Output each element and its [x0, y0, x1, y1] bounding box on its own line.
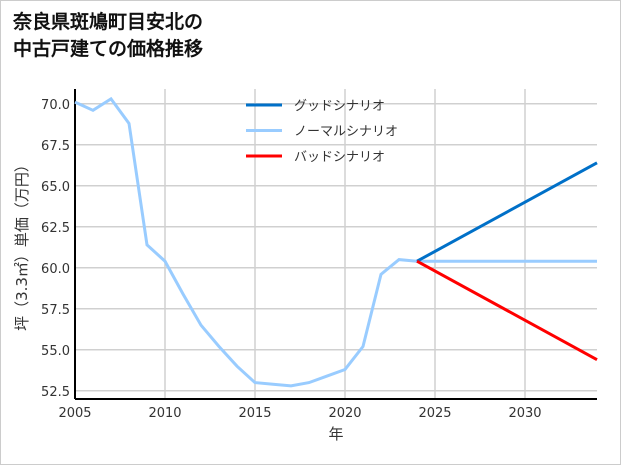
chart-title-line-2: 中古戸建ての価格推移 [13, 38, 204, 60]
y-tick-label: 62.5 [41, 221, 70, 236]
series-line-2 [416, 259, 598, 361]
y-axis-label: 坪（3.3㎡）単価（万円） [13, 157, 31, 331]
x-tick-label: 2020 [328, 406, 361, 421]
legend-label: バッドシナリオ [294, 150, 385, 165]
series-line-0 [416, 161, 598, 263]
x-tick-label: 2030 [508, 406, 541, 421]
x-tick-label: 2015 [238, 406, 271, 421]
x-tick-label: 2005 [58, 406, 91, 421]
x-tick-label: 2025 [418, 406, 451, 421]
series-line-1 [74, 96, 597, 388]
chart-title: 奈良県斑鳩町目安北の 中古戸建ての価格推移 [13, 9, 203, 63]
x-axis-label: 年 [328, 425, 343, 443]
y-tick-label: 70.0 [41, 98, 70, 113]
y-tick-label: 52.5 [41, 385, 70, 400]
legend-label: グッドシナリオ [294, 99, 385, 114]
x-tick-label: 2010 [148, 406, 181, 421]
y-tick-label: 57.5 [41, 303, 70, 318]
legend-label: ノーマルシナリオ [294, 125, 398, 140]
y-tick-label: 65.0 [41, 180, 70, 195]
y-tick-label: 67.5 [41, 139, 70, 154]
chart-title-line-1: 奈良県斑鳩町目安北の [13, 11, 204, 33]
y-tick-label: 55.0 [41, 344, 70, 359]
y-tick-label: 60.0 [41, 262, 70, 277]
